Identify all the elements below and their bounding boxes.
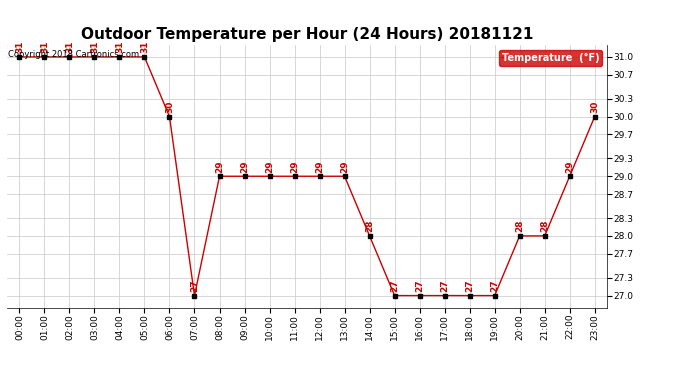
Title: Outdoor Temperature per Hour (24 Hours) 20181121: Outdoor Temperature per Hour (24 Hours) … <box>81 27 533 42</box>
Text: 28: 28 <box>365 220 374 232</box>
Text: Copyright 2018 Cartronics.com: Copyright 2018 Cartronics.com <box>8 50 139 59</box>
Text: 29: 29 <box>565 160 574 172</box>
Legend: Temperature  (°F): Temperature (°F) <box>499 50 602 66</box>
Text: 29: 29 <box>265 160 274 172</box>
Text: 27: 27 <box>390 279 399 292</box>
Text: 29: 29 <box>215 160 224 172</box>
Text: 27: 27 <box>190 279 199 292</box>
Text: 31: 31 <box>15 41 24 53</box>
Text: 28: 28 <box>540 220 549 232</box>
Text: 27: 27 <box>465 279 474 292</box>
Text: 29: 29 <box>240 160 249 172</box>
Text: 27: 27 <box>415 279 424 292</box>
Text: 31: 31 <box>140 41 149 53</box>
Text: 31: 31 <box>65 41 74 53</box>
Text: 30: 30 <box>590 100 599 113</box>
Text: 27: 27 <box>490 279 499 292</box>
Text: 31: 31 <box>115 41 124 53</box>
Text: 28: 28 <box>515 220 524 232</box>
Text: 31: 31 <box>40 41 49 53</box>
Text: 27: 27 <box>440 279 449 292</box>
Text: 29: 29 <box>315 160 324 172</box>
Text: 29: 29 <box>340 160 349 172</box>
Text: 31: 31 <box>90 41 99 53</box>
Text: 30: 30 <box>165 100 174 113</box>
Text: 29: 29 <box>290 160 299 172</box>
